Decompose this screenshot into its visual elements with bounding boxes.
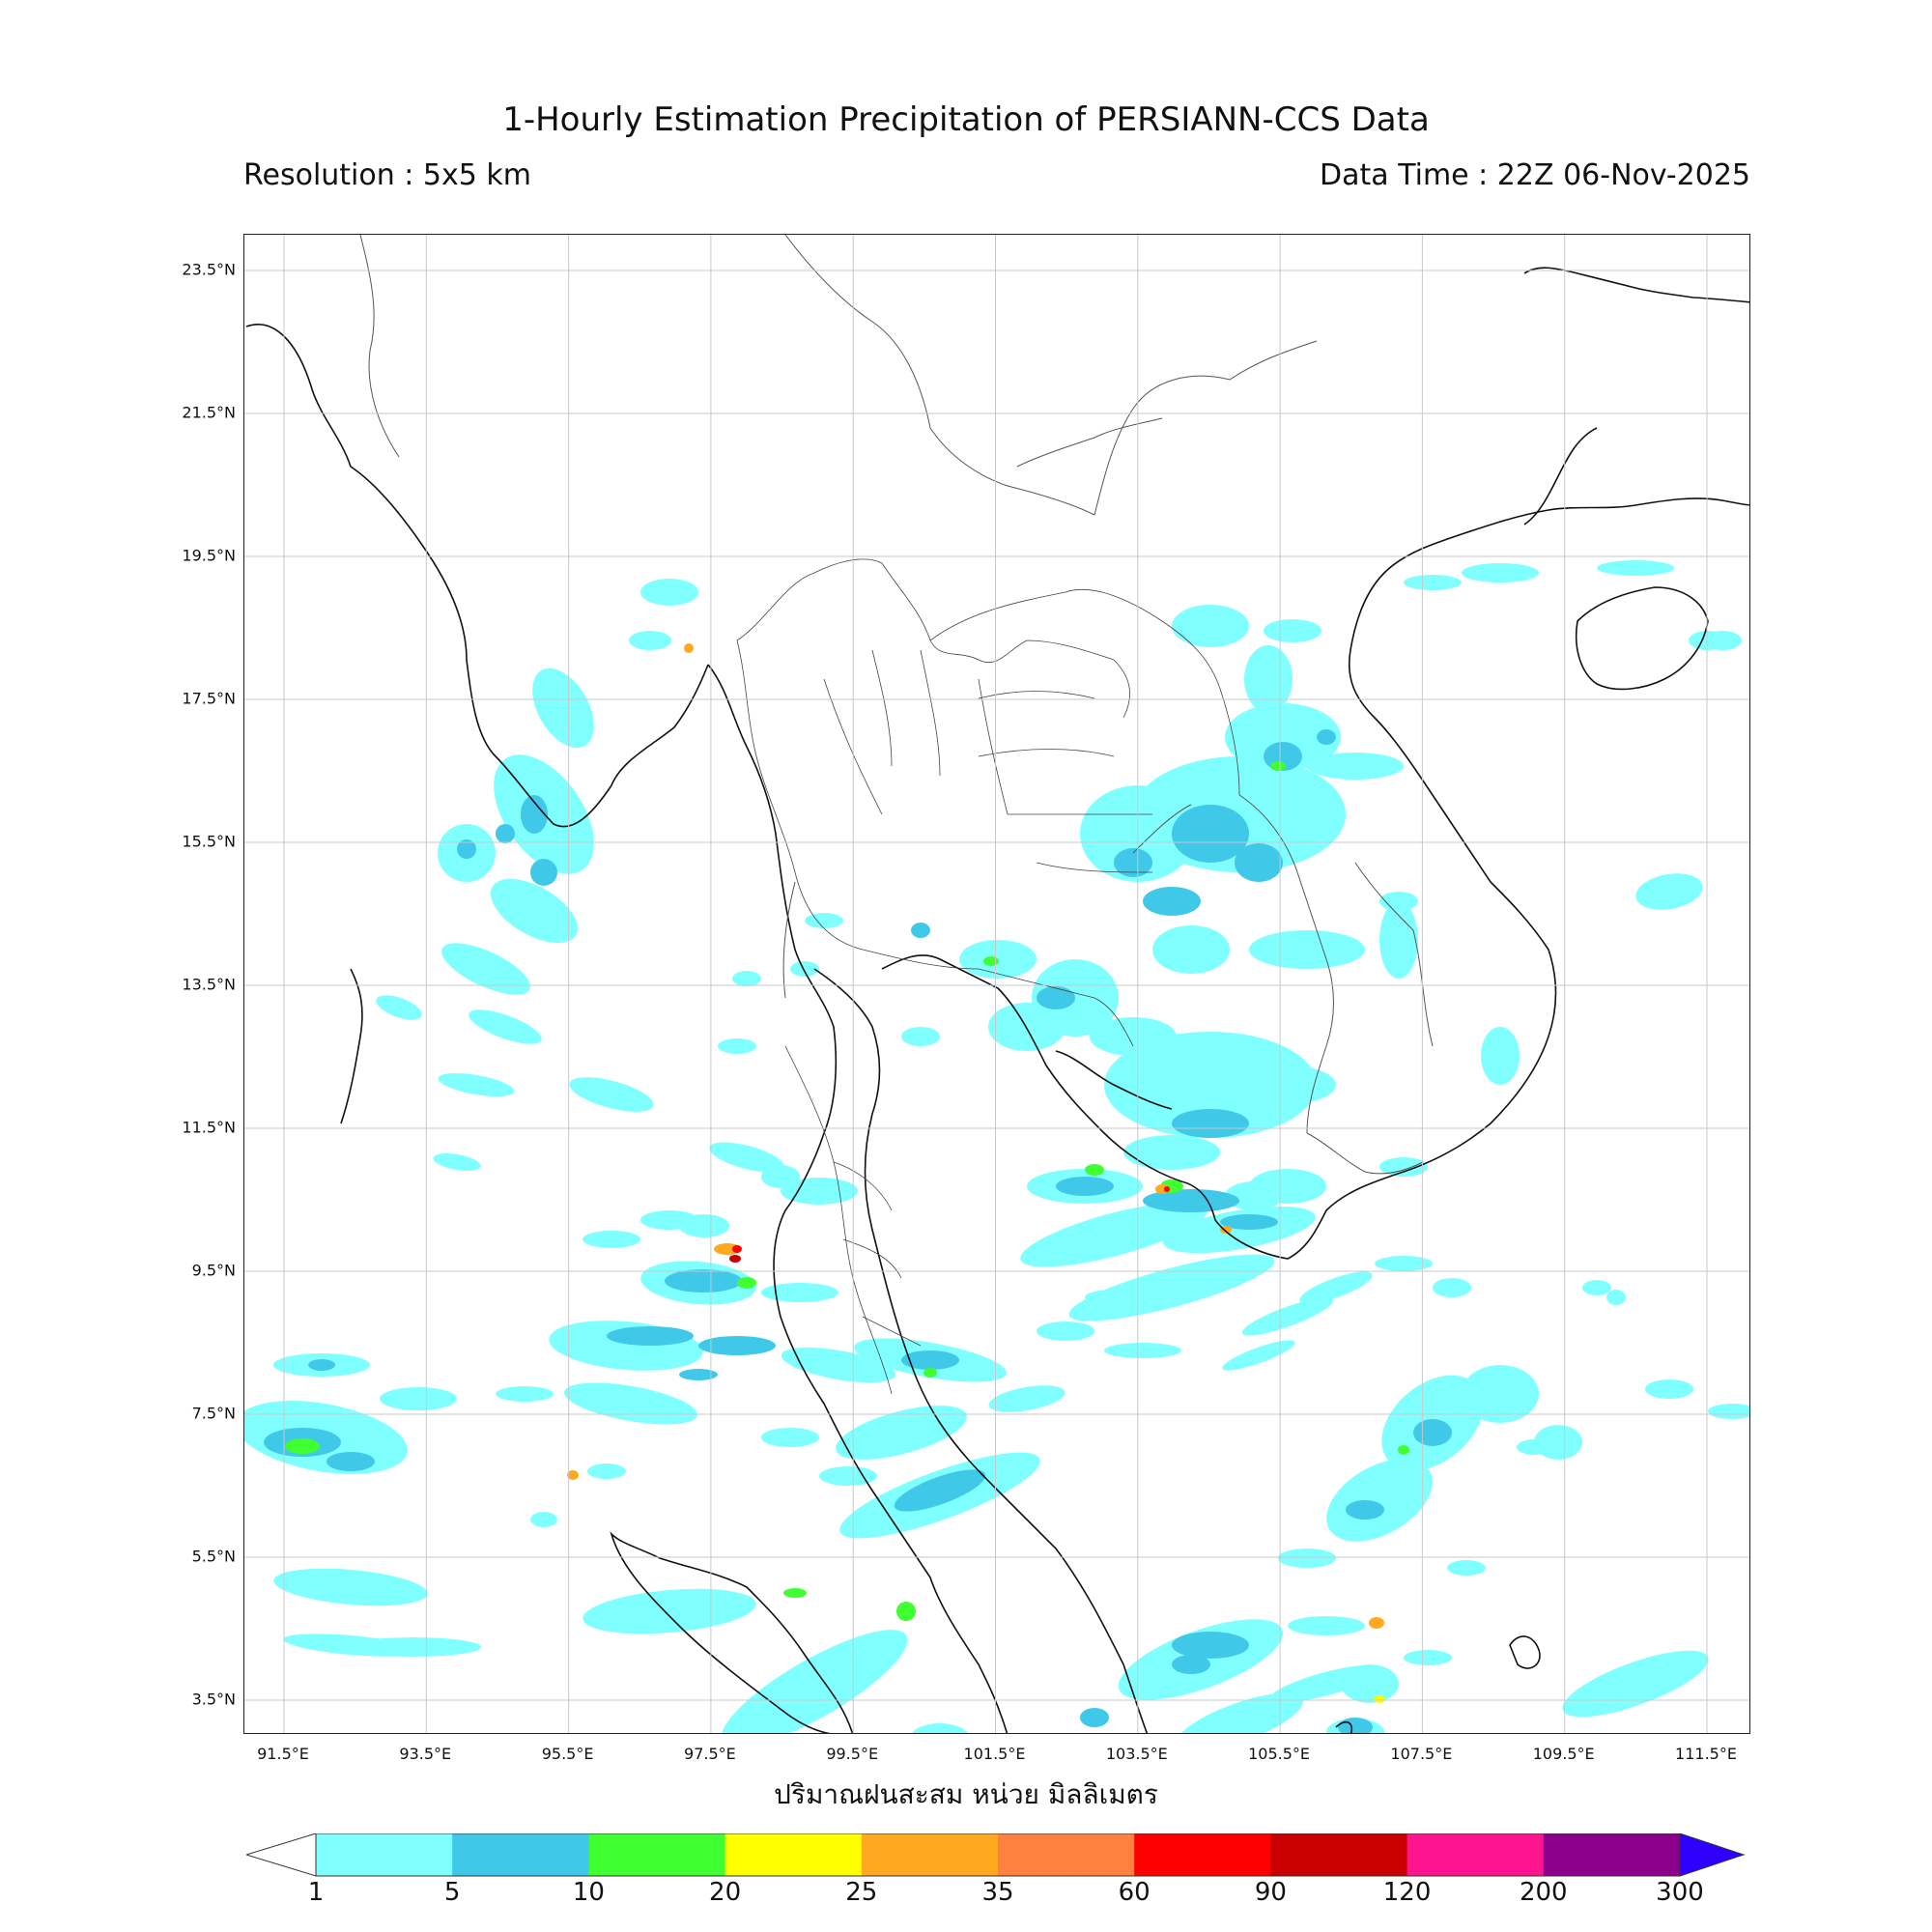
colorbar-segment	[452, 1833, 589, 1876]
colorbar	[246, 1833, 1746, 1877]
gridlines	[244, 235, 1749, 1733]
latitude-tick-label: 11.5°N	[182, 1118, 236, 1137]
latitude-tick-label: 13.5°N	[182, 975, 236, 994]
latitude-tick-label: 5.5°N	[191, 1547, 236, 1566]
colorbar-segment	[861, 1833, 999, 1876]
longitude-tick-label: 103.5°E	[1105, 1745, 1168, 1763]
latitude-tick-label: 3.5°N	[191, 1690, 236, 1709]
colorbar-tick-label: 35	[981, 1878, 1014, 1907]
colorbar-tick-label: 20	[709, 1878, 742, 1907]
precipitation-layer	[244, 560, 1749, 1733]
latitude-tick-label: 19.5°N	[182, 546, 236, 565]
longitude-tick-label: 93.5°E	[399, 1745, 452, 1763]
colorbar-tick-label: 25	[845, 1878, 878, 1907]
colorbar-segment	[1270, 1833, 1408, 1876]
colorbar-segment	[998, 1833, 1135, 1876]
longitude-tick-label: 111.5°E	[1675, 1745, 1737, 1763]
map-title: 1-Hourly Estimation Precipitation of PER…	[502, 100, 1430, 139]
longitude-tick-label: 109.5°E	[1532, 1745, 1595, 1763]
colorbar-outline	[315, 1833, 1681, 1877]
colorbar-tick-label: 90	[1254, 1878, 1287, 1907]
colorbar-segment	[588, 1833, 726, 1876]
colorbar-segment	[724, 1833, 863, 1876]
latitude-tick-label: 21.5°N	[182, 403, 236, 422]
longitude-tick-label: 101.5°E	[963, 1745, 1026, 1763]
colorbar-segment	[316, 1833, 453, 1876]
latitude-tick-label: 7.5°N	[191, 1404, 236, 1423]
map-canvas	[244, 235, 1749, 1733]
colorbar-segment	[1543, 1833, 1681, 1876]
precipitation-map	[243, 234, 1750, 1734]
colorbar-high-arrow	[1679, 1833, 1746, 1877]
colorbar-tick-label: 300	[1656, 1878, 1704, 1907]
thailand-districts	[736, 558, 1240, 1395]
colorbar-tick-label: 1	[307, 1878, 325, 1907]
longitude-tick-label: 107.5°E	[1390, 1745, 1453, 1763]
longitude-tick-label: 97.5°E	[684, 1745, 736, 1763]
colorbar-segment	[1406, 1833, 1545, 1876]
colorbar-tick-label: 200	[1519, 1878, 1568, 1907]
coastlines	[245, 267, 1749, 1733]
latitude-tick-label: 9.5°N	[191, 1261, 236, 1280]
longitude-tick-label: 91.5°E	[257, 1745, 309, 1763]
resolution-label: Resolution : 5x5 km	[243, 158, 531, 192]
colorbar-caption: ปริมาณฝนสะสม หน่วย มิลลิเมตร	[774, 1778, 1158, 1810]
colorbar-low-arrow	[246, 1833, 317, 1877]
data-time-label: Data Time : 22Z 06-Nov-2025	[1320, 158, 1750, 192]
longitude-tick-label: 95.5°E	[541, 1745, 594, 1763]
longitude-tick-label: 99.5°E	[826, 1745, 879, 1763]
colorbar-tick-label: 5	[443, 1878, 461, 1907]
colorbar-segment	[1134, 1833, 1271, 1876]
colorbar-tick-label: 10	[572, 1878, 605, 1907]
latitude-tick-label: 23.5°N	[182, 260, 236, 279]
colorbar-tick-label: 60	[1118, 1878, 1151, 1907]
colorbar-tick-label: 120	[1382, 1878, 1432, 1907]
latitude-tick-label: 17.5°N	[182, 689, 236, 708]
longitude-tick-label: 105.5°E	[1248, 1745, 1311, 1763]
latitude-tick-label: 15.5°N	[182, 832, 236, 851]
